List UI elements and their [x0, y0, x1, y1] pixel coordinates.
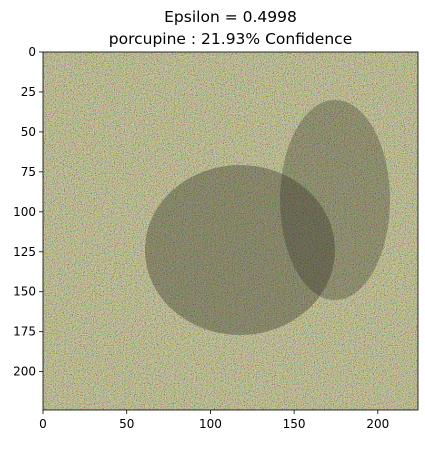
x-tick-label: 100: [199, 417, 222, 431]
y-tick-label: 75: [21, 165, 36, 179]
y-tick-label: 100: [13, 205, 36, 219]
noise-image: [43, 52, 418, 410]
y-tick-label: 125: [13, 245, 36, 259]
x-tick-label: 150: [283, 417, 306, 431]
subject-tail: [280, 100, 390, 300]
y-axis: 0 25 50 75 100 125 150 175 200: [13, 45, 43, 379]
y-tick-label: 175: [13, 325, 36, 339]
x-tick-label: 0: [39, 417, 47, 431]
x-tick-label: 200: [366, 417, 389, 431]
y-tick-label: 150: [13, 285, 36, 299]
y-tick-label: 200: [13, 365, 36, 379]
subject-body: [145, 165, 335, 335]
y-tick-label: 25: [21, 85, 36, 99]
image-tint: [43, 52, 418, 410]
y-tick-label: 0: [28, 45, 36, 59]
y-tick-label: 50: [21, 125, 36, 139]
chart-title-line-2: porcupine : 21.93% Confidence: [108, 30, 353, 48]
chart-title-line-1: Epsilon = 0.4998: [164, 8, 297, 26]
x-axis: 0 50 100 150 200: [39, 410, 389, 431]
plot-frame: [42, 51, 419, 411]
x-tick-label: 50: [119, 417, 134, 431]
image-area: [43, 52, 418, 410]
